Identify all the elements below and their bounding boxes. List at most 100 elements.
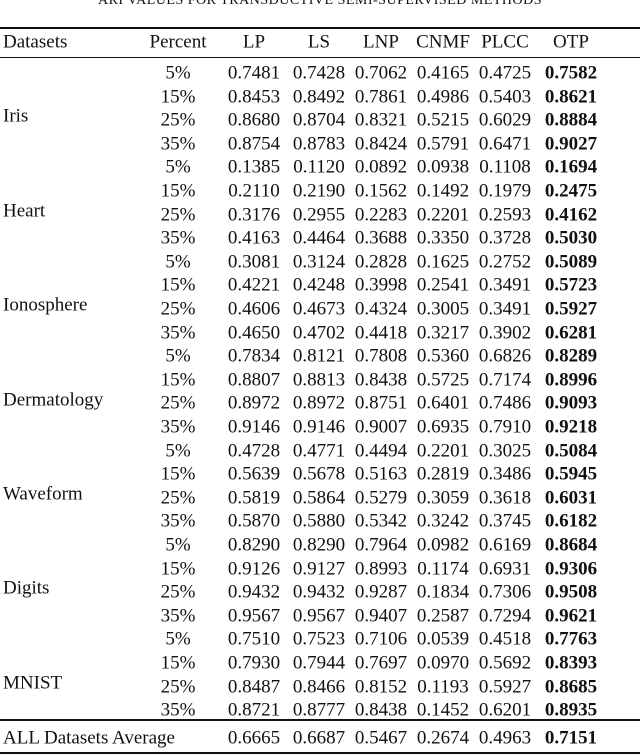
- value-cell: 0.8152: [354, 676, 408, 698]
- value-cell: 0.2110: [228, 180, 280, 202]
- value-cell: 0.4162: [544, 204, 598, 226]
- value-cell: 0.7428: [292, 62, 346, 84]
- percent-cell: 5%: [165, 534, 191, 556]
- value-cell: 0.8972: [292, 392, 346, 414]
- column-header: PLCC: [481, 31, 529, 53]
- value-cell: 0.7510: [227, 628, 281, 650]
- value-cell: 0.8754: [227, 133, 281, 155]
- percent-cell: 15%: [160, 558, 196, 580]
- value-cell: 0.5403: [478, 86, 532, 108]
- value-cell: 0.2752: [478, 251, 532, 273]
- value-cell: 0.6169: [478, 534, 532, 556]
- value-cell: 0.1492: [416, 180, 470, 202]
- dataset-label: MNIST: [3, 672, 63, 694]
- value-cell: 0.7930: [227, 652, 281, 674]
- average-value: 0.6687: [292, 727, 346, 749]
- column-header: LNP: [363, 31, 399, 53]
- value-cell: 0.8424: [354, 133, 408, 155]
- percent-cell: 5%: [165, 345, 191, 367]
- percent-cell: 25%: [160, 392, 196, 414]
- value-cell: 0.4464: [292, 227, 346, 249]
- column-header: CNMF: [416, 31, 470, 53]
- value-cell: 0.4606: [227, 298, 281, 320]
- value-cell: 0.7481: [227, 62, 281, 84]
- value-cell: 0.4165: [416, 62, 470, 84]
- value-cell: 0.9306: [544, 558, 598, 580]
- value-cell: 0.9508: [544, 581, 598, 603]
- dataset-label: Iris: [3, 105, 29, 127]
- value-cell: 0.0938: [416, 156, 470, 178]
- column-header: Percent: [149, 31, 207, 53]
- value-cell: 0.8783: [292, 133, 346, 155]
- value-cell: 0.1193: [417, 676, 469, 698]
- value-cell: 0.1834: [416, 581, 470, 603]
- percent-cell: 25%: [160, 581, 196, 603]
- value-cell: 0.6031: [544, 487, 598, 509]
- value-cell: 0.3688: [354, 227, 408, 249]
- value-cell: 0.1385: [227, 156, 281, 178]
- value-cell: 0.1625: [416, 251, 470, 273]
- percent-cell: 35%: [160, 699, 196, 721]
- value-cell: 0.5342: [354, 510, 408, 532]
- value-cell: 0.7106: [354, 628, 408, 650]
- value-cell: 0.8751: [354, 392, 408, 414]
- value-cell: 0.4986: [416, 86, 470, 108]
- value-cell: 0.7834: [227, 345, 281, 367]
- percent-cell: 5%: [165, 440, 191, 462]
- value-cell: 0.4494: [354, 440, 408, 462]
- value-cell: 0.8807: [227, 369, 281, 391]
- value-cell: 0.9146: [227, 416, 281, 438]
- dataset-label: Heart: [3, 200, 46, 222]
- value-cell: 0.8393: [544, 652, 598, 674]
- value-cell: 0.9621: [544, 605, 598, 627]
- value-cell: 0.5725: [416, 369, 470, 391]
- value-cell: 0.1452: [416, 699, 470, 721]
- value-cell: 0.8438: [354, 699, 408, 721]
- value-cell: 0.5089: [544, 251, 598, 273]
- value-cell: 0.7763: [544, 628, 598, 650]
- value-cell: 0.7306: [478, 581, 532, 603]
- value-cell: 0.7174: [478, 369, 532, 391]
- percent-cell: 5%: [165, 628, 191, 650]
- value-cell: 0.7964: [354, 534, 408, 556]
- dataset-label: Dermatology: [3, 389, 104, 411]
- value-cell: 0.8993: [354, 558, 408, 580]
- value-cell: 0.8621: [544, 86, 598, 108]
- value-cell: 0.2828: [354, 251, 408, 273]
- value-cell: 0.2283: [354, 204, 408, 226]
- percent-cell: 25%: [160, 109, 196, 131]
- percent-cell: 15%: [160, 274, 196, 296]
- value-cell: 0.9146: [292, 416, 346, 438]
- value-cell: 0.2955: [292, 204, 346, 226]
- value-cell: 0.9126: [227, 558, 281, 580]
- percent-cell: 35%: [160, 510, 196, 532]
- value-cell: 0.9218: [544, 416, 598, 438]
- value-cell: 0.3350: [416, 227, 470, 249]
- value-cell: 0.4673: [292, 298, 346, 320]
- value-cell: 0.5945: [544, 463, 598, 485]
- value-cell: 0.8466: [292, 676, 346, 698]
- value-cell: 0.4771: [292, 440, 346, 462]
- value-cell: 0.8289: [544, 345, 598, 367]
- value-cell: 0.9287: [354, 581, 408, 603]
- column-header: LS: [307, 31, 331, 53]
- value-cell: 0.0892: [354, 156, 408, 178]
- value-cell: 0.4518: [478, 628, 532, 650]
- value-cell: 0.3081: [227, 251, 281, 273]
- value-cell: 0.3124: [292, 251, 346, 273]
- percent-cell: 15%: [160, 369, 196, 391]
- percent-cell: 25%: [160, 298, 196, 320]
- value-cell: 0.8321: [354, 109, 408, 131]
- value-cell: 0.5880: [292, 510, 346, 532]
- value-cell: 0.5870: [227, 510, 281, 532]
- value-cell: 0.4702: [292, 322, 346, 344]
- percent-cell: 35%: [160, 416, 196, 438]
- value-cell: 0.8290: [227, 534, 281, 556]
- value-cell: 0.9027: [544, 133, 598, 155]
- percent-cell: 15%: [160, 463, 196, 485]
- value-cell: 0.9432: [227, 581, 281, 603]
- top-rule: [0, 27, 640, 29]
- value-cell: 0.8121: [292, 345, 346, 367]
- value-cell: 0.5927: [544, 298, 598, 320]
- percent-cell: 25%: [160, 676, 196, 698]
